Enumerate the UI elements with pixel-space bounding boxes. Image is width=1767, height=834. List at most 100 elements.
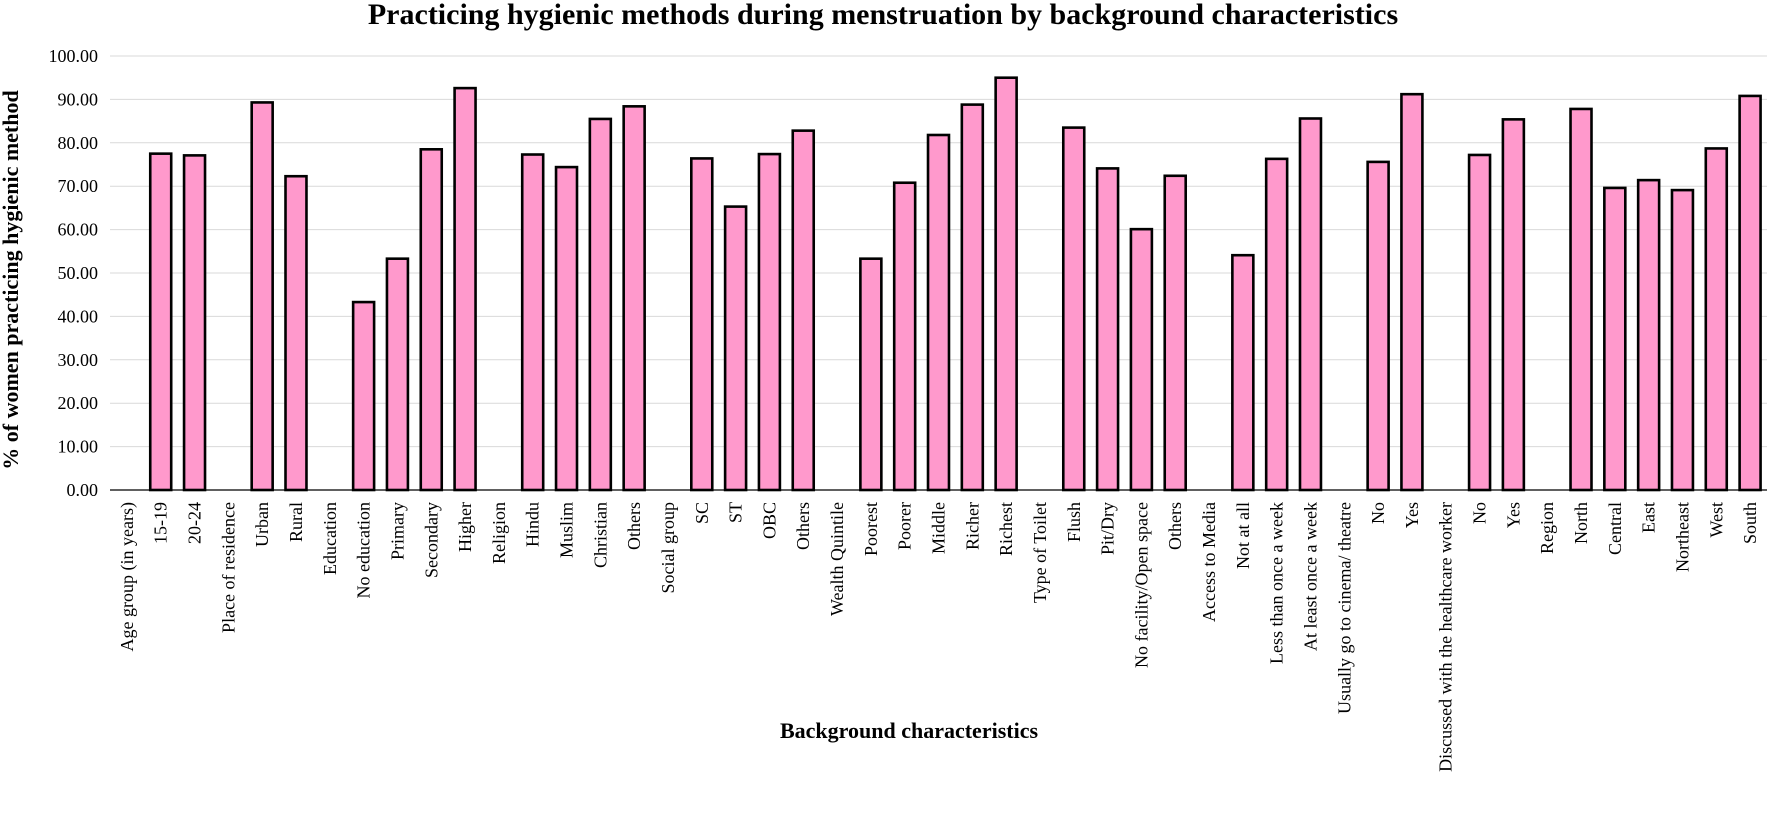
bar — [723, 205, 748, 492]
x-category-label: 15-19 — [151, 502, 171, 544]
x-category-label: Age group (in years) — [117, 502, 138, 651]
x-category-label: Discussed with the healthcare worker — [1436, 502, 1456, 772]
bar — [1061, 126, 1086, 492]
x-category-label: North — [1571, 502, 1591, 544]
x-category-label: East — [1639, 502, 1659, 533]
bar — [520, 153, 545, 492]
bar — [1603, 186, 1627, 492]
bar — [284, 174, 308, 492]
y-tick-label: 60.00 — [58, 220, 99, 240]
bar — [791, 129, 816, 492]
x-category-label: 20-24 — [185, 502, 205, 544]
bar — [926, 133, 951, 492]
bar — [859, 257, 883, 492]
bar — [1569, 107, 1593, 492]
bars — [148, 76, 1762, 492]
y-tick-label: 70.00 — [58, 176, 99, 196]
bar — [1467, 153, 1492, 492]
x-axis-title: Background characteristics — [780, 718, 1039, 743]
bar — [385, 257, 410, 492]
x-category-label: Middle — [929, 502, 949, 554]
x-category-label: Type of Toilet — [1030, 502, 1050, 603]
bar — [757, 152, 782, 492]
x-category-label: No — [1368, 502, 1388, 524]
x-category-label: Less than once a week — [1267, 502, 1287, 664]
y-tick-label: 0.00 — [67, 480, 99, 500]
bar — [1298, 117, 1323, 492]
bar — [1095, 167, 1120, 492]
x-category-label: At least once a week — [1300, 502, 1320, 651]
bar — [1501, 118, 1526, 492]
bar — [182, 154, 207, 492]
x-category-label: Others — [793, 502, 813, 550]
bar — [1636, 178, 1661, 492]
x-category-label: Access to Media — [1199, 502, 1219, 622]
y-tick-label: 100.00 — [49, 46, 99, 66]
x-category-label: OBC — [759, 502, 779, 539]
bar — [1704, 147, 1729, 492]
x-category-label: Pit/Dry — [1098, 502, 1118, 555]
x-category-label: Social group — [658, 502, 678, 594]
bar — [892, 181, 917, 492]
x-category-label: Region — [1537, 502, 1557, 554]
x-category-label: SC — [692, 502, 712, 524]
x-category-label: Higher — [455, 502, 475, 552]
y-axis-title: % of women practicing hygienic method — [0, 90, 23, 469]
x-category-label: Richest — [996, 502, 1016, 556]
bar — [1366, 160, 1390, 492]
x-category-label: Primary — [387, 502, 407, 560]
bar — [994, 76, 1018, 492]
x-category-label: Muslim — [557, 502, 577, 558]
x-category-label: Hindu — [523, 502, 543, 547]
chart-title: Practicing hygienic methods during menst… — [368, 0, 1398, 31]
x-category-label: No education — [354, 502, 374, 598]
y-tick-label: 40.00 — [58, 306, 99, 326]
bar — [1400, 92, 1424, 492]
bar — [622, 105, 646, 492]
x-category-label: Richer — [962, 502, 982, 550]
x-category-label: Others — [1165, 502, 1185, 550]
bar — [148, 152, 173, 492]
y-tick-label: 30.00 — [58, 350, 99, 370]
x-category-label: Christian — [590, 502, 610, 568]
x-category-label: Not at all — [1233, 502, 1253, 569]
x-category-label: Place of residence — [218, 502, 238, 633]
x-category-label: Yes — [1402, 502, 1422, 528]
bar — [351, 300, 376, 492]
x-category-label: Wealth Quintile — [827, 502, 847, 616]
x-category-label: Religion — [489, 502, 509, 564]
x-category-label: Flush — [1064, 502, 1084, 542]
bar — [690, 157, 714, 492]
x-category-label: Education — [320, 502, 340, 575]
y-tick-label: 80.00 — [58, 133, 99, 153]
bar — [250, 101, 274, 492]
x-category-label: Rural — [286, 502, 306, 542]
bar — [453, 86, 477, 492]
y-tick-label: 90.00 — [58, 89, 99, 109]
bar — [419, 148, 444, 492]
x-category-label: Others — [624, 502, 644, 550]
x-category-label: No facility/Open space — [1131, 502, 1151, 668]
bar — [960, 103, 985, 492]
y-tick-label: 10.00 — [58, 437, 99, 457]
x-category-label: Urban — [252, 502, 272, 547]
bar — [1264, 157, 1289, 492]
x-category-label: Poorer — [895, 502, 915, 550]
x-category-label: South — [1740, 502, 1760, 544]
y-tick-label: 50.00 — [58, 263, 99, 283]
x-category-label: ST — [726, 502, 746, 523]
bar — [1231, 253, 1255, 492]
x-category-label: Northeast — [1672, 502, 1692, 572]
x-category-label: Central — [1605, 502, 1625, 555]
x-axis-categories: Age group (in years) 15-19 20-24 Place of r… — [117, 502, 1760, 772]
x-category-label: Usually go to cinema/ theatre — [1334, 502, 1354, 714]
x-category-label: Secondary — [421, 502, 441, 578]
bar — [1163, 174, 1187, 492]
bar — [1670, 188, 1695, 492]
x-category-label: No — [1470, 502, 1490, 524]
x-category-label: West — [1706, 502, 1726, 538]
y-axis-ticks: 0.00 10.00 20.00 30.00 40.00 50.00 60.00 70.00 8… — [49, 46, 99, 500]
x-category-label: Poorest — [861, 502, 881, 556]
bar — [554, 165, 579, 492]
